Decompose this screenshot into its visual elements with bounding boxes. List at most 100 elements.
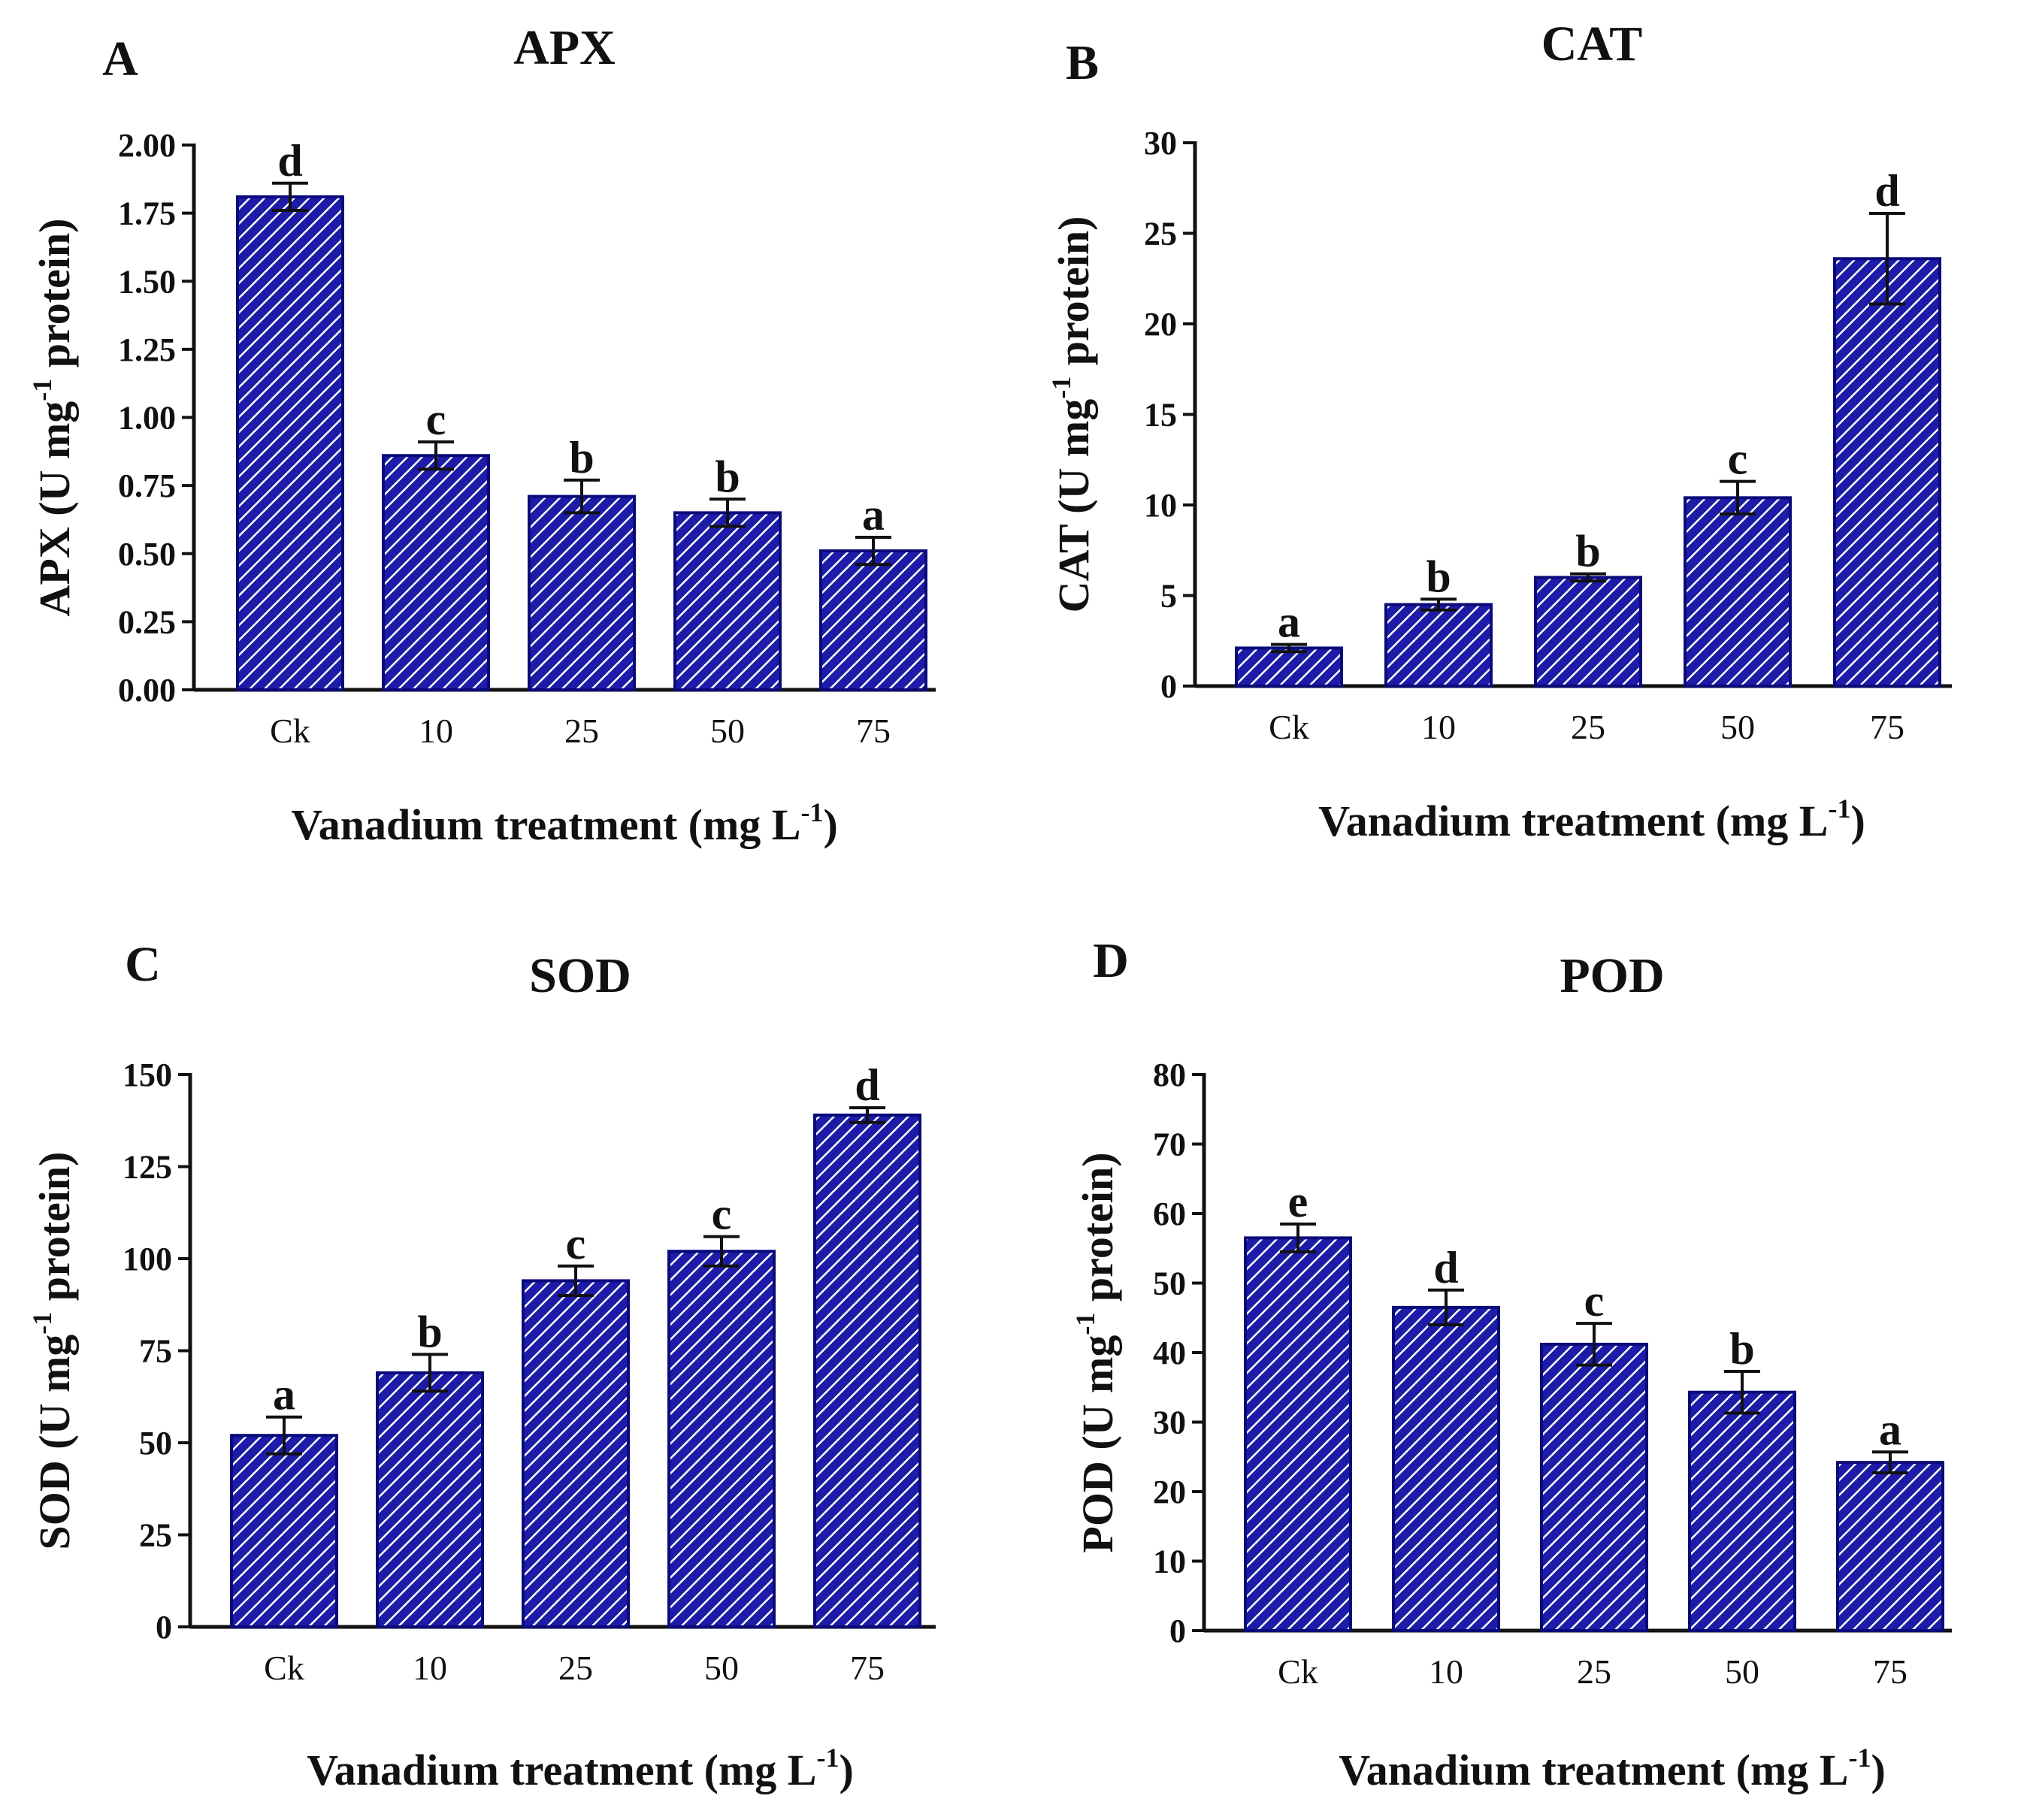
- significance-label: c: [1584, 1276, 1605, 1326]
- x-tick-label: 10: [419, 712, 453, 750]
- x-tick-label: 75: [856, 712, 891, 750]
- y-tick-label: 20: [1153, 1474, 1186, 1510]
- bar: [1235, 646, 1343, 688]
- significance-label: a: [273, 1370, 295, 1419]
- y-tick-label: 0: [156, 1609, 172, 1646]
- panel-b: B CAT 0 5 10 15 20 25 30 CAT (U mg-1 protein) a Ck b…: [1046, 17, 1952, 845]
- significance-label: a: [1879, 1404, 1901, 1454]
- y-axis-label: POD (U mg-1 protein): [1070, 1152, 1122, 1552]
- panel-title: POD: [1560, 948, 1664, 1003]
- y-tick-label: 10: [1153, 1543, 1186, 1580]
- y-tick-label: 0: [1169, 1613, 1186, 1649]
- y-tick-label: 80: [1153, 1057, 1186, 1093]
- significance-label: c: [566, 1219, 586, 1268]
- y-tick-label: 0.50: [118, 536, 176, 573]
- panel-letter: B: [1066, 35, 1099, 90]
- y-tick-label: 0.00: [118, 672, 176, 709]
- bar: [522, 1279, 630, 1629]
- x-axis-label: Vanadium treatment (mg L-1): [1339, 1743, 1886, 1794]
- bar: [236, 195, 344, 691]
- y-axis-label: SOD (U mg-1 protein): [27, 1152, 79, 1550]
- y-tick-label: 50: [1153, 1265, 1186, 1302]
- x-axis-label: Vanadium treatment (mg L-1): [291, 797, 838, 849]
- significance-label: c: [712, 1190, 732, 1239]
- y-tick-label: 1.75: [118, 195, 176, 232]
- bar: [382, 454, 490, 691]
- bar: [1688, 1390, 1796, 1632]
- significance-label: b: [715, 452, 740, 501]
- x-tick-label: 10: [1429, 1652, 1463, 1691]
- y-tick-label: 40: [1153, 1335, 1186, 1371]
- bar: [813, 1113, 921, 1628]
- significance-label: c: [1728, 434, 1748, 484]
- y-tick-label: 25: [1144, 216, 1177, 252]
- bar: [667, 1250, 776, 1628]
- significance-label: d: [1874, 166, 1899, 216]
- bar: [1392, 1305, 1500, 1632]
- y-tick-label: 0.25: [118, 603, 176, 640]
- panel-letter: D: [1093, 933, 1129, 988]
- y-tick-label: 1.00: [118, 400, 176, 437]
- significance-label: b: [1575, 527, 1600, 576]
- bar: [1244, 1236, 1352, 1632]
- x-tick-label: 50: [710, 712, 745, 750]
- panel-title: APX: [513, 20, 616, 75]
- bar: [819, 549, 927, 691]
- x-tick-label: 75: [1870, 708, 1904, 746]
- x-tick-label: Ck: [1278, 1652, 1318, 1691]
- y-tick-label: 1.50: [118, 263, 176, 300]
- x-tick-label: 25: [564, 712, 599, 750]
- y-tick-label: 15: [1144, 397, 1177, 434]
- panel-letter: A: [102, 32, 138, 86]
- y-tick-label: 2.00: [118, 127, 176, 164]
- panel-letter: C: [125, 937, 161, 992]
- x-axis-label: Vanadium treatment (mg L-1): [307, 1743, 854, 1794]
- y-tick-label: 30: [1144, 125, 1177, 162]
- y-axis-label: APX (U mg-1 protein): [27, 219, 79, 617]
- bar: [1836, 1461, 1944, 1633]
- x-tick-label: Ck: [1269, 708, 1309, 746]
- x-tick-label: 50: [1725, 1652, 1759, 1691]
- bar: [673, 511, 782, 691]
- bar: [376, 1371, 484, 1629]
- y-tick-label: 5: [1160, 578, 1177, 615]
- bar: [1684, 496, 1792, 688]
- significance-label: d: [1433, 1243, 1458, 1292]
- bar: [1384, 603, 1493, 688]
- panel-a: A APX 0.00 0.25 0.50 0.75 1.00 1.25 1.50 1.75 2.00…: [27, 20, 936, 849]
- y-tick-label: 20: [1144, 306, 1177, 343]
- significance-label: b: [1426, 552, 1451, 601]
- y-tick-label: 10: [1144, 487, 1177, 524]
- x-tick-label: 50: [1720, 708, 1755, 746]
- significance-label: b: [569, 433, 594, 482]
- panel-title: SOD: [529, 948, 631, 1003]
- bar: [1833, 257, 1941, 688]
- bar: [1534, 576, 1642, 688]
- y-tick-label: 50: [139, 1425, 172, 1462]
- significance-label: b: [1729, 1324, 1754, 1374]
- significance-label: b: [417, 1307, 442, 1356]
- x-tick-label: 25: [558, 1649, 593, 1687]
- panel-title: CAT: [1541, 17, 1642, 71]
- significance-label: c: [426, 395, 446, 444]
- y-axis-label: CAT (U mg-1 protein): [1046, 216, 1098, 613]
- panel-c: C SOD 0 25 50 75 100 125 150 SOD (U mg-1 protein)…: [27, 937, 936, 1794]
- significance-label: d: [277, 136, 302, 186]
- significance-label: e: [1288, 1177, 1308, 1226]
- bar: [528, 494, 636, 691]
- x-tick-label: 25: [1571, 708, 1605, 746]
- y-tick-label: 125: [123, 1149, 172, 1186]
- y-tick-label: 1.25: [118, 331, 176, 368]
- bar: [1540, 1342, 1648, 1633]
- y-tick-label: 70: [1153, 1126, 1186, 1163]
- x-tick-label: Ck: [264, 1649, 304, 1687]
- x-tick-label: 10: [1421, 708, 1456, 746]
- bar: [230, 1434, 338, 1628]
- x-tick-label: 25: [1577, 1652, 1611, 1691]
- y-tick-label: 0.75: [118, 467, 176, 504]
- x-tick-label: Ck: [270, 712, 310, 750]
- significance-label: a: [1278, 597, 1300, 647]
- x-tick-label: 75: [850, 1649, 885, 1687]
- panel-d: D POD 0 10 20 30 40 50 60 70 80 POD (U mg-1 protein…: [1070, 933, 1952, 1794]
